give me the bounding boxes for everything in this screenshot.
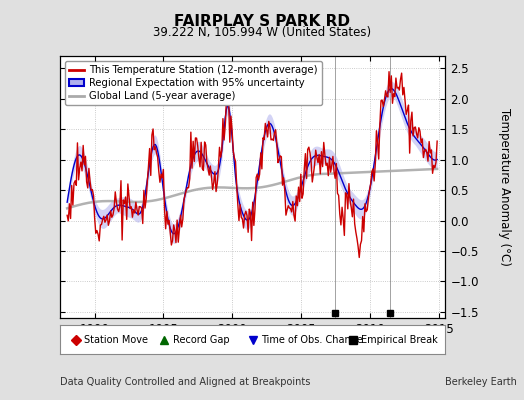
Y-axis label: Temperature Anomaly (°C): Temperature Anomaly (°C) [498, 108, 511, 266]
Text: FAIRPLAY S PARK RD: FAIRPLAY S PARK RD [174, 14, 350, 29]
Text: Berkeley Earth: Berkeley Earth [445, 377, 517, 387]
Text: Time of Obs. Change: Time of Obs. Change [261, 334, 363, 344]
Legend: This Temperature Station (12-month average), Regional Expectation with 95% uncer: This Temperature Station (12-month avera… [66, 61, 322, 105]
Text: Empirical Break: Empirical Break [362, 334, 438, 344]
Text: Data Quality Controlled and Aligned at Breakpoints: Data Quality Controlled and Aligned at B… [60, 377, 311, 387]
Text: Station Move: Station Move [84, 334, 148, 344]
Text: Record Gap: Record Gap [173, 334, 230, 344]
Text: 39.222 N, 105.994 W (United States): 39.222 N, 105.994 W (United States) [153, 26, 371, 39]
